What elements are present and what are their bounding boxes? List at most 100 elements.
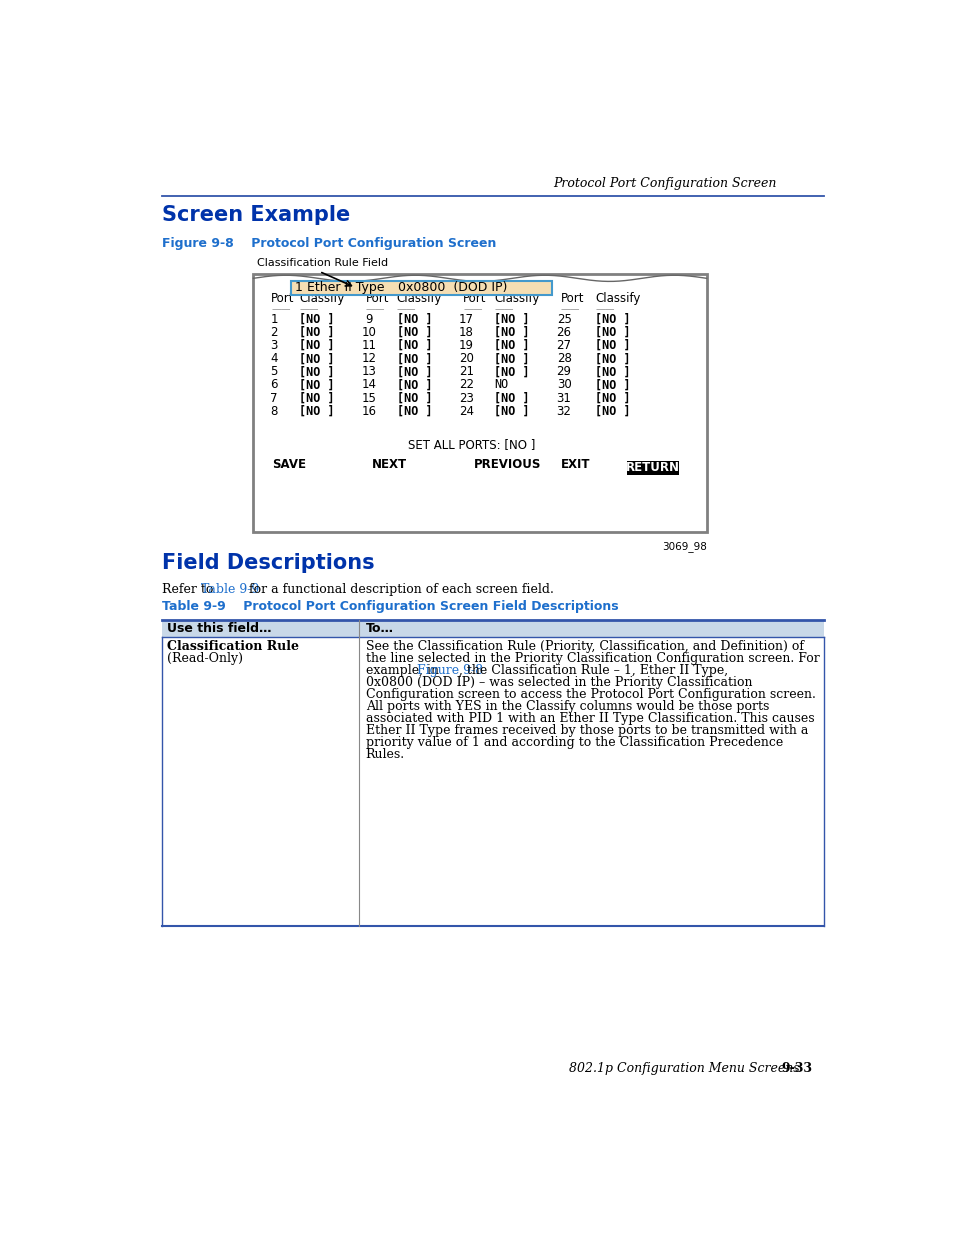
- Text: the line selected in the Priority Classification Configuration screen. For: the line selected in the Priority Classi…: [365, 652, 819, 666]
- Text: ——: ——: [365, 304, 385, 314]
- Text: PREVIOUS: PREVIOUS: [474, 458, 541, 471]
- Text: 25: 25: [557, 312, 571, 326]
- Bar: [291, 280, 551, 295]
- Text: [NO ]: [NO ]: [494, 340, 530, 352]
- Bar: [162, 620, 823, 637]
- Text: 4: 4: [271, 352, 277, 366]
- Text: All ports with YES in the Classify columns would be those ports: All ports with YES in the Classify colum…: [365, 700, 768, 713]
- Text: [NO ]: [NO ]: [298, 405, 335, 417]
- Text: EXIT: EXIT: [560, 458, 590, 471]
- Text: [NO ]: [NO ]: [595, 312, 630, 326]
- Text: Field Descriptions: Field Descriptions: [162, 552, 375, 573]
- Text: [NO ]: [NO ]: [494, 391, 530, 405]
- Text: Port: Port: [365, 293, 389, 305]
- Text: 28: 28: [557, 352, 571, 366]
- Text: 21: 21: [458, 366, 474, 378]
- Text: 23: 23: [458, 391, 474, 405]
- Text: 8: 8: [271, 405, 277, 417]
- Text: Classify: Classify: [494, 293, 539, 305]
- Text: [NO ]: [NO ]: [494, 326, 530, 340]
- Text: 0x0800 (DOD IP) – was selected in the Priority Classification: 0x0800 (DOD IP) – was selected in the Pr…: [365, 676, 751, 689]
- Text: 3: 3: [271, 340, 277, 352]
- Text: [NO ]: [NO ]: [595, 340, 630, 352]
- Text: [NO ]: [NO ]: [396, 391, 432, 405]
- Text: 20: 20: [458, 352, 474, 366]
- Text: 1: 1: [271, 312, 277, 326]
- Text: ——: ——: [298, 304, 318, 314]
- Text: Port: Port: [560, 293, 584, 305]
- Text: Classification Rule: Classification Rule: [167, 640, 298, 653]
- Text: 17: 17: [458, 312, 474, 326]
- Text: 32: 32: [557, 405, 571, 417]
- Text: 1: 1: [294, 280, 302, 294]
- Text: 14: 14: [361, 378, 375, 391]
- Text: Protocol Port Configuration Screen: Protocol Port Configuration Screen: [553, 177, 776, 190]
- Text: Refer to: Refer to: [162, 583, 217, 597]
- Text: [NO ]: [NO ]: [298, 312, 335, 326]
- Text: Port: Port: [271, 293, 294, 305]
- Text: ——: ——: [271, 304, 291, 314]
- Text: ——: ——: [463, 304, 482, 314]
- Text: [NO ]: [NO ]: [595, 366, 630, 378]
- Text: [NO ]: [NO ]: [494, 366, 530, 378]
- Text: See the Classification Rule (Priority, Classification, and Definition) of: See the Classification Rule (Priority, C…: [365, 640, 802, 653]
- Text: Table 9-9    Protocol Port Configuration Screen Field Descriptions: Table 9-9 Protocol Port Configuration Sc…: [162, 600, 618, 614]
- Bar: [626, 461, 679, 474]
- Text: [NO ]: [NO ]: [396, 378, 432, 391]
- Text: 6: 6: [271, 378, 277, 391]
- Text: 30: 30: [557, 378, 571, 391]
- Text: Ether II Type: Ether II Type: [307, 280, 384, 294]
- Text: [NO ]: [NO ]: [396, 340, 432, 352]
- Text: [NO ]: [NO ]: [595, 352, 630, 366]
- Text: SET ALL PORTS: [NO ]: SET ALL PORTS: [NO ]: [408, 438, 535, 452]
- Text: ——: ——: [560, 304, 579, 314]
- Text: [NO ]: [NO ]: [298, 366, 335, 378]
- Text: [NO ]: [NO ]: [494, 352, 530, 366]
- Text: [NO ]: [NO ]: [396, 326, 432, 340]
- Text: 10: 10: [361, 326, 375, 340]
- Text: [NO ]: [NO ]: [595, 378, 630, 391]
- Text: associated with PID 1 with an Ether II Type Classification. This causes: associated with PID 1 with an Ether II T…: [365, 711, 814, 725]
- Bar: [253, 274, 706, 531]
- Text: To…: To…: [365, 621, 394, 635]
- Text: Table 9-9: Table 9-9: [200, 583, 258, 597]
- Text: [NO ]: [NO ]: [298, 326, 335, 340]
- Text: [NO ]: [NO ]: [396, 366, 432, 378]
- Text: 5: 5: [271, 366, 277, 378]
- Text: ——: ——: [595, 304, 614, 314]
- Text: [NO ]: [NO ]: [298, 378, 335, 391]
- Text: Use this field…: Use this field…: [167, 621, 271, 635]
- Text: (Read-Only): (Read-Only): [167, 652, 242, 664]
- Text: 27: 27: [556, 340, 571, 352]
- Text: NEXT: NEXT: [372, 458, 407, 471]
- Text: 13: 13: [361, 366, 375, 378]
- Text: 0x0800  (DOD IP): 0x0800 (DOD IP): [397, 280, 507, 294]
- Text: Rules.: Rules.: [365, 747, 404, 761]
- Text: 29: 29: [556, 366, 571, 378]
- Text: 22: 22: [458, 378, 474, 391]
- Text: Classification Rule Field: Classification Rule Field: [257, 258, 388, 268]
- Text: RETURN: RETURN: [625, 461, 679, 474]
- Text: 11: 11: [361, 340, 375, 352]
- Text: 9: 9: [365, 312, 373, 326]
- Text: Classify: Classify: [298, 293, 344, 305]
- Text: Screen Example: Screen Example: [162, 205, 350, 225]
- Text: ——: ——: [494, 304, 514, 314]
- Text: [NO ]: [NO ]: [494, 312, 530, 326]
- Text: , the Classification Rule – 1, Ether II Type,: , the Classification Rule – 1, Ether II …: [459, 664, 728, 677]
- Text: [NO ]: [NO ]: [396, 352, 432, 366]
- Text: 31: 31: [557, 391, 571, 405]
- Text: 26: 26: [556, 326, 571, 340]
- Text: 3069_98: 3069_98: [661, 541, 706, 552]
- Text: 12: 12: [361, 352, 375, 366]
- Text: ——: ——: [396, 304, 416, 314]
- Text: [NO ]: [NO ]: [298, 340, 335, 352]
- Text: [NO ]: [NO ]: [396, 312, 432, 326]
- Text: Classify: Classify: [396, 293, 441, 305]
- Text: 2: 2: [271, 326, 277, 340]
- Text: SAVE: SAVE: [272, 458, 306, 471]
- Text: 15: 15: [361, 391, 375, 405]
- Text: 7: 7: [271, 391, 277, 405]
- Text: [NO ]: [NO ]: [396, 405, 432, 417]
- Text: 16: 16: [361, 405, 375, 417]
